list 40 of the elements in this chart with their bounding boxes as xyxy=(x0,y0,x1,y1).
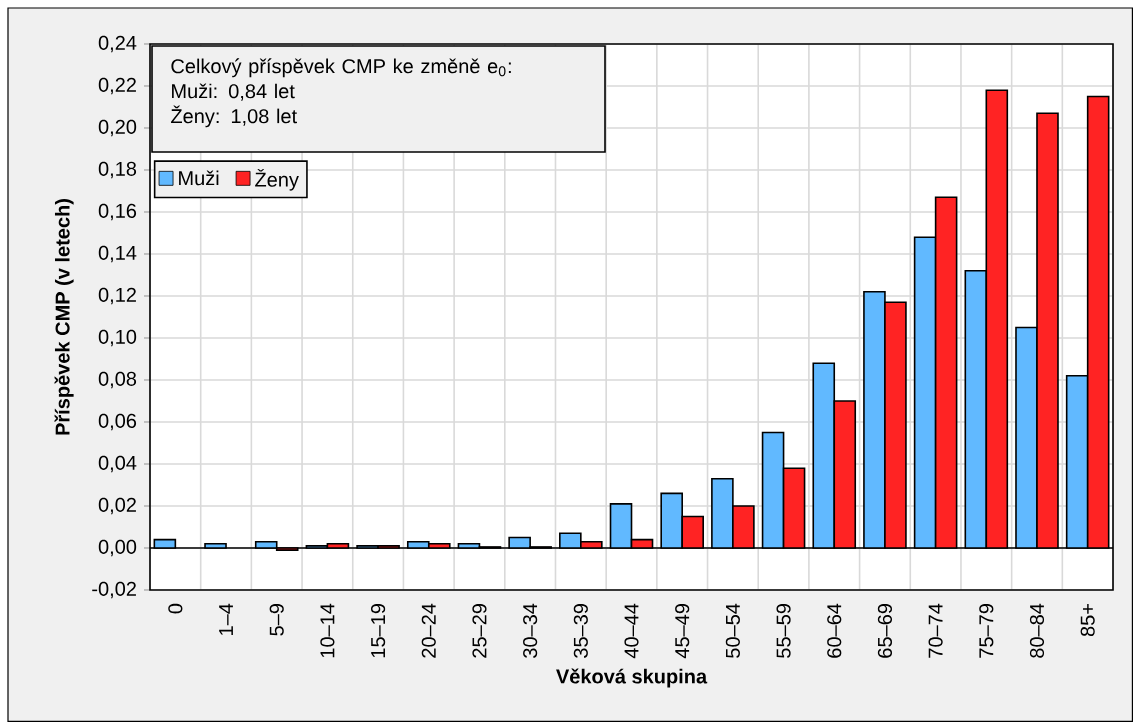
x-tick-label: 65–69 xyxy=(877,604,893,658)
y-tick-label: 0,22 xyxy=(98,77,136,95)
y-tick-label: 0,06 xyxy=(98,413,137,431)
x-tick-label: 55–59 xyxy=(776,604,791,658)
x-tick-label: 75–79 xyxy=(979,604,994,658)
x-tick-label: 45–49 xyxy=(675,604,690,659)
y-tick-label: 0,18 xyxy=(98,161,137,179)
y-tick-label: 0,24 xyxy=(98,35,137,53)
y-tick-label: 0,14 xyxy=(98,245,137,263)
y-axis-title: Příspěvek CMP (v letech) xyxy=(54,199,74,435)
y-tick-label: 0,08 xyxy=(98,371,137,389)
x-tick-label: 60–64 xyxy=(827,603,842,658)
x-tick-label: 20–24 xyxy=(421,603,436,658)
x-tick-label: 0 xyxy=(168,603,183,614)
x-tick-label: 70–74 xyxy=(928,603,943,658)
annotation: Ženy: 1,08 let xyxy=(171,105,297,128)
x-tick-label: 1–4 xyxy=(219,603,233,635)
annotation: Celkový příspěvek CMP ke změně e$_{0}$: xyxy=(171,58,511,78)
x-axis-title: Věková skupina xyxy=(556,668,708,688)
x-tick-label: 15–19 xyxy=(371,604,386,658)
annotation: Muži: 0,84 let xyxy=(172,83,295,101)
x-tick-label: 5–9 xyxy=(269,604,284,636)
y-tick-label: 0,02 xyxy=(98,497,136,515)
x-tick-label: 10–14 xyxy=(320,603,335,658)
x-tick-label: 85+ xyxy=(1080,604,1095,637)
legend-label: Muži xyxy=(179,170,219,186)
y-tick-label: 0,16 xyxy=(98,203,137,221)
x-tick-label: 35–39 xyxy=(573,604,588,658)
y-tick-label: 0,10 xyxy=(98,329,137,347)
y-tick-label: 0,00 xyxy=(98,539,137,557)
legend-label: Ženy xyxy=(255,169,299,191)
x-tick-label: 25–29 xyxy=(472,604,487,658)
x-tick-label: 40–44 xyxy=(624,603,639,659)
y-tick-label: 0,12 xyxy=(98,287,136,305)
y-tick-label: 0,04 xyxy=(98,455,137,473)
x-tick-label: 30–34 xyxy=(523,603,538,658)
x-tick-label: 50–54 xyxy=(725,603,740,658)
y-tick-label: 0,20 xyxy=(98,119,137,137)
x-tick-label: 80–84 xyxy=(1029,603,1045,658)
y-tick-label: -0,02 xyxy=(92,581,136,599)
